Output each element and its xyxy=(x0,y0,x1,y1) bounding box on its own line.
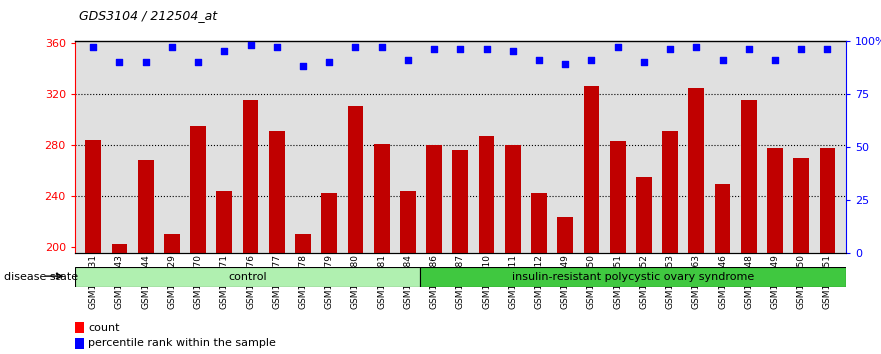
Point xyxy=(768,57,782,63)
Point xyxy=(689,44,703,50)
Point xyxy=(296,63,310,69)
Bar xyxy=(663,131,678,354)
Text: count: count xyxy=(88,322,120,332)
Bar xyxy=(767,148,783,354)
Point xyxy=(191,59,205,65)
Bar xyxy=(112,244,128,354)
Bar xyxy=(714,184,730,354)
Point xyxy=(218,48,232,54)
Point xyxy=(532,57,546,63)
Bar xyxy=(75,338,85,349)
Point xyxy=(820,46,834,52)
Bar xyxy=(242,101,258,354)
Point xyxy=(663,46,677,52)
Point xyxy=(611,44,625,50)
Point xyxy=(742,46,756,52)
Point xyxy=(322,59,337,65)
Bar xyxy=(531,193,547,354)
Point xyxy=(401,57,415,63)
Bar xyxy=(426,145,442,354)
Point xyxy=(374,44,389,50)
Bar xyxy=(137,160,153,354)
Bar xyxy=(793,158,809,354)
Bar xyxy=(322,193,337,354)
Bar xyxy=(420,267,846,287)
Bar xyxy=(164,234,180,354)
Bar xyxy=(819,148,835,354)
Bar xyxy=(478,136,494,354)
Point xyxy=(559,61,573,67)
Point xyxy=(506,48,520,54)
Text: insulin-resistant polycystic ovary syndrome: insulin-resistant polycystic ovary syndr… xyxy=(512,272,754,282)
Point xyxy=(427,46,441,52)
Text: percentile rank within the sample: percentile rank within the sample xyxy=(88,338,276,348)
Bar xyxy=(75,267,420,287)
Text: disease state: disease state xyxy=(4,272,78,282)
Bar xyxy=(688,88,704,354)
Point xyxy=(479,46,493,52)
Bar xyxy=(636,177,652,354)
Bar xyxy=(348,105,363,354)
Point xyxy=(637,59,651,65)
Bar xyxy=(505,145,521,354)
Point xyxy=(794,46,808,52)
Text: control: control xyxy=(228,272,267,282)
Bar xyxy=(558,217,573,354)
Point xyxy=(715,57,729,63)
Point xyxy=(113,59,127,65)
Bar xyxy=(610,141,626,354)
Bar xyxy=(400,191,416,354)
Bar xyxy=(190,126,206,354)
Bar xyxy=(374,144,389,354)
Point xyxy=(138,59,152,65)
Bar xyxy=(295,234,311,354)
Bar xyxy=(85,140,101,354)
Bar xyxy=(741,101,757,354)
Point xyxy=(86,44,100,50)
Bar xyxy=(217,191,233,354)
Text: GDS3104 / 212504_at: GDS3104 / 212504_at xyxy=(79,9,218,22)
Bar xyxy=(75,322,85,333)
Bar xyxy=(453,150,468,354)
Bar xyxy=(583,86,599,354)
Point xyxy=(270,44,284,50)
Bar xyxy=(269,131,285,354)
Point xyxy=(454,46,468,52)
Point xyxy=(584,57,598,63)
Point xyxy=(348,44,362,50)
Point xyxy=(165,44,179,50)
Point xyxy=(243,42,257,48)
